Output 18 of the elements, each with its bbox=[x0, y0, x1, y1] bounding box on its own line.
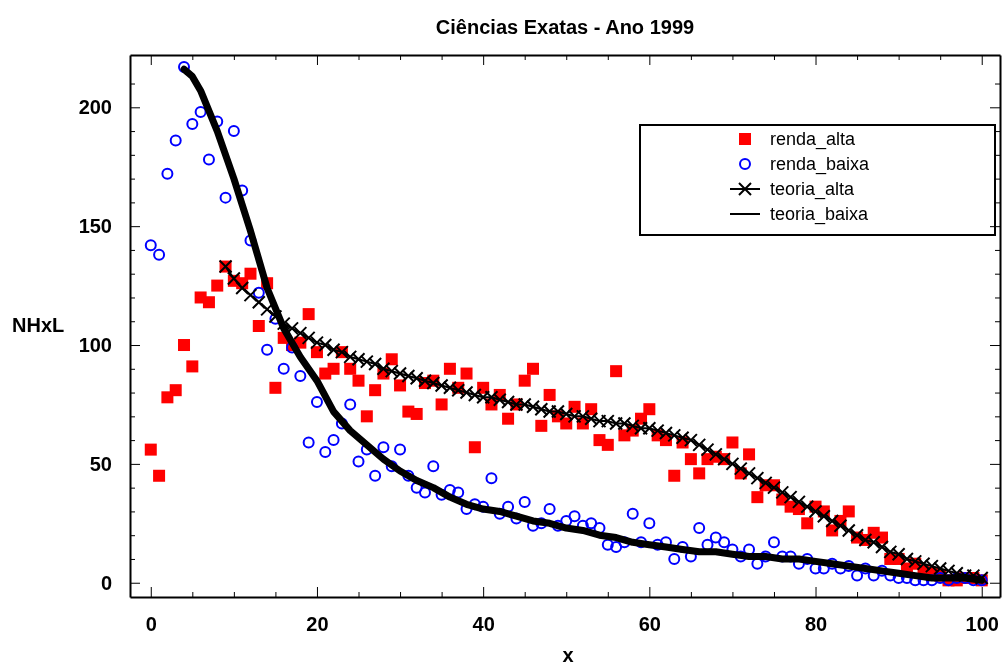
x-tick-label: 100 bbox=[965, 613, 999, 636]
y-tick-label: 0 bbox=[100, 571, 112, 594]
y-tick-label: 50 bbox=[89, 452, 112, 475]
y-tick-label: 200 bbox=[78, 96, 112, 119]
x-tick-label: 0 bbox=[145, 613, 157, 636]
x-tick-label: 80 bbox=[804, 613, 828, 636]
chart-title: Ciências Exatas - Ano 1999 bbox=[435, 16, 695, 38]
legend-label: teoria_baixa bbox=[770, 204, 870, 225]
legend-label: teoria_alta bbox=[770, 179, 856, 200]
y-tick-label: 100 bbox=[78, 333, 112, 356]
x-tick-label: 40 bbox=[472, 613, 495, 636]
x-tick-label: 60 bbox=[638, 613, 661, 636]
x-tick-label: 20 bbox=[306, 613, 329, 636]
legend-label: renda_alta bbox=[770, 129, 857, 150]
legend-label: renda_baixa bbox=[770, 154, 871, 175]
y-axis-title: NHxL bbox=[12, 314, 65, 336]
x-axis-title: x bbox=[562, 644, 574, 666]
y-tick-label: 150 bbox=[78, 215, 112, 238]
